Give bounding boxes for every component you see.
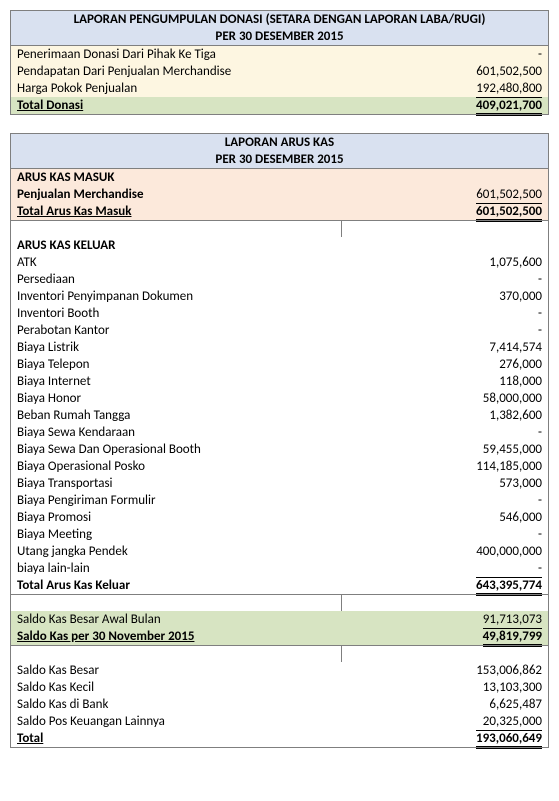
row-label: Penjualan Merchandise bbox=[11, 186, 342, 203]
row-value: 20,325,000 bbox=[341, 713, 548, 730]
donation-report-table: LAPORAN PENGUMPULAN DONASI (SETARA DENGA… bbox=[10, 10, 549, 115]
breakdown-total-value: 193,060,649 bbox=[341, 730, 548, 748]
row-label: Biaya Meeting bbox=[11, 526, 342, 543]
outflow-total-label: Total Arus Kas Keluar bbox=[11, 577, 342, 595]
inflow-heading: ARUS KAS MASUK bbox=[11, 169, 342, 187]
row-value: 400,000,000 bbox=[341, 543, 548, 560]
row-label: Harga Pokok Penjualan bbox=[11, 80, 360, 97]
report1-total-value: 409,021,700 bbox=[360, 97, 549, 115]
saldo-final-value: 49,819,799 bbox=[341, 628, 548, 646]
row-value: - bbox=[360, 46, 549, 64]
report1-total-label: Total Donasi bbox=[11, 97, 360, 115]
outflow-total-value: 643,395,774 bbox=[341, 577, 548, 595]
row-label: Saldo Pos Keuangan Lainnya bbox=[11, 713, 342, 730]
row-value: 601,502,500 bbox=[341, 186, 548, 203]
row-value: - bbox=[341, 526, 548, 543]
row-value: - bbox=[341, 560, 548, 577]
row-value: - bbox=[341, 322, 548, 339]
row-label: Saldo Kas Kecil bbox=[11, 679, 342, 696]
row-value: 1,075,600 bbox=[341, 254, 548, 271]
row-value: 91,713,073 bbox=[341, 611, 548, 628]
row-value: 546,000 bbox=[341, 509, 548, 526]
row-label: Biaya Sewa Kendaraan bbox=[11, 424, 342, 441]
row-value: 118,000 bbox=[341, 373, 548, 390]
inflow-total-label: Total Arus Kas Masuk bbox=[11, 203, 342, 221]
row-value: 1,382,600 bbox=[341, 407, 548, 424]
row-value: 153,006,862 bbox=[341, 662, 548, 679]
report2-title2: PER 30 DESEMBER 2015 bbox=[11, 151, 549, 169]
row-label: Biaya Transportasi bbox=[11, 475, 342, 492]
row-value: 192,480,800 bbox=[360, 80, 549, 97]
row-value: - bbox=[341, 271, 548, 288]
row-label: Biaya Honor bbox=[11, 390, 342, 407]
row-value: 370,000 bbox=[341, 288, 548, 305]
report2-title1: LAPORAN ARUS KAS bbox=[11, 134, 549, 152]
row-label: Persediaan bbox=[11, 271, 342, 288]
row-label: Saldo Kas Besar bbox=[11, 662, 342, 679]
report1-title1: LAPORAN PENGUMPULAN DONASI (SETARA DENGA… bbox=[11, 11, 549, 29]
row-value: 6,625,487 bbox=[341, 696, 548, 713]
row-value: 58,000,000 bbox=[341, 390, 548, 407]
row-label: Saldo Kas Besar Awal Bulan bbox=[11, 611, 342, 628]
row-value: 276,000 bbox=[341, 356, 548, 373]
row-value: - bbox=[341, 492, 548, 509]
row-label: Biaya Operasional Posko bbox=[11, 458, 342, 475]
report1-title2: PER 30 DESEMBER 2015 bbox=[11, 28, 549, 46]
row-label: Perabotan Kantor bbox=[11, 322, 342, 339]
row-value: - bbox=[341, 424, 548, 441]
inflow-total-value: 601,502,500 bbox=[341, 203, 548, 221]
row-value: 59,455,000 bbox=[341, 441, 548, 458]
row-value: 7,414,574 bbox=[341, 339, 548, 356]
row-label: Biaya Internet bbox=[11, 373, 342, 390]
row-label: Biaya Pengiriman Formulir bbox=[11, 492, 342, 509]
row-label: Inventori Penyimpanan Dokumen bbox=[11, 288, 342, 305]
row-label: Biaya Listrik bbox=[11, 339, 342, 356]
row-label: Beban Rumah Tangga bbox=[11, 407, 342, 424]
row-label: ATK bbox=[11, 254, 342, 271]
row-label: Inventori Booth bbox=[11, 305, 342, 322]
row-value: 601,502,500 bbox=[360, 63, 549, 80]
row-value: - bbox=[341, 305, 548, 322]
row-label: Biaya Telepon bbox=[11, 356, 342, 373]
breakdown-total-label: Total bbox=[11, 730, 342, 748]
row-value: 114,185,000 bbox=[341, 458, 548, 475]
row-label: Biaya Sewa Dan Operasional Booth bbox=[11, 441, 342, 458]
row-value: 13,103,300 bbox=[341, 679, 548, 696]
cashflow-report-table: LAPORAN ARUS KAS PER 30 DESEMBER 2015 AR… bbox=[10, 133, 549, 748]
row-label: Biaya Promosi bbox=[11, 509, 342, 526]
outflow-heading: ARUS KAS KELUAR bbox=[11, 237, 342, 254]
row-label: Saldo Kas di Bank bbox=[11, 696, 342, 713]
row-label: biaya lain-lain bbox=[11, 560, 342, 577]
row-value: 573,000 bbox=[341, 475, 548, 492]
row-label: Utang jangka Pendek bbox=[11, 543, 342, 560]
row-label: Penerimaan Donasi Dari Pihak Ke Tiga bbox=[11, 46, 360, 64]
row-label: Pendapatan Dari Penjualan Merchandise bbox=[11, 63, 360, 80]
saldo-final-label: Saldo Kas per 30 November 2015 bbox=[11, 628, 342, 646]
